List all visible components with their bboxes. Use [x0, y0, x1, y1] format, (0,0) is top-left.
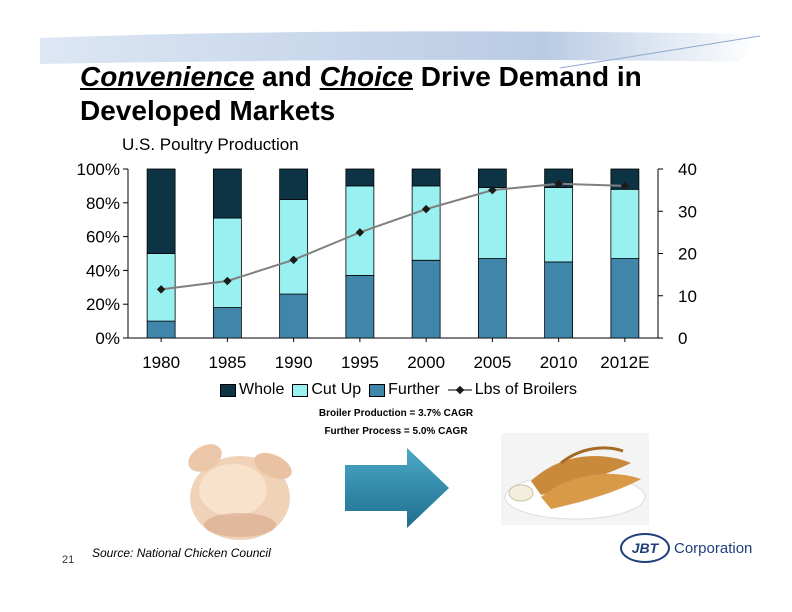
x-tick-label-1990: 1990 — [275, 353, 313, 372]
whole-chicken-image — [188, 444, 292, 540]
y-left-tick-label: 80% — [86, 194, 120, 213]
bar-further-2005 — [477, 258, 507, 339]
source-note: Source: National Chicken Council — [92, 546, 271, 560]
x-tick-label-2012e: 2012E — [600, 353, 649, 372]
bar-further-2000 — [411, 259, 441, 339]
tender-2 — [541, 473, 641, 509]
x-tick-label-2005: 2005 — [473, 353, 511, 372]
legend-label-further: Further — [388, 381, 440, 398]
x-tick-label-1995: 1995 — [341, 353, 379, 372]
jbt-logo: JBT Corporation — [620, 533, 752, 563]
jbt-logo-word: Corporation — [674, 539, 753, 557]
bar-further-2010 — [544, 261, 574, 339]
y-right-tick-label: 30 — [678, 202, 697, 221]
poultry-chart: 0% 20% 40% 60% 80% 100% 0 10 20 30 40 1980 1985 1990 1… — [77, 160, 697, 372]
cagr-broiler: Broiler Production = 3.7% CAGR — [318, 408, 474, 419]
bar-whole-1995 — [345, 168, 375, 187]
title-rest: Drive Demand in Developed Markets — [80, 61, 642, 126]
chicken-leg-right — [254, 452, 292, 480]
swoosh-band — [40, 31, 760, 65]
bar-further-1980 — [146, 320, 176, 339]
cagr-further: Further Process = 5.0% CAGR — [324, 426, 468, 437]
x-tick-label-1980: 1980 — [142, 353, 180, 372]
legend-swatch-whole — [220, 383, 236, 397]
swoosh-line — [559, 35, 761, 69]
point-lbs-of-broilers-1980 — [156, 285, 166, 294]
bar-further-1990 — [279, 293, 309, 339]
chart-legend: Whole Cut Up Further Lbs of Broilers — [220, 381, 585, 399]
chicken-breast — [199, 464, 267, 516]
bar-whole-1990 — [279, 168, 309, 200]
bar-whole-2005 — [477, 168, 507, 188]
chicken-leg-left — [188, 444, 222, 472]
legend-swatch-cut-up — [292, 383, 309, 397]
y-right-tick-label: 10 — [678, 287, 697, 306]
x-tick-label-2010: 2010 — [540, 353, 578, 372]
bar-further-1985 — [212, 307, 242, 339]
bar-whole-2000 — [411, 168, 441, 187]
bar-cut-up-2000 — [411, 185, 441, 261]
legend-label-broilers: Lbs of Broilers — [474, 381, 577, 398]
legend-item-further: Further — [369, 381, 440, 399]
jbt-logo-mark: JBT — [620, 533, 670, 563]
point-lbs-of-broilers-1995 — [355, 228, 365, 237]
bar-cut-up-2012e — [610, 188, 640, 259]
legend-line-marker-icon — [447, 385, 472, 395]
slide-number: 21 — [62, 554, 75, 566]
y-left-tick-label: 0% — [95, 329, 120, 348]
bar-further-2012e — [610, 258, 640, 339]
title-convenience: Convenience — [80, 61, 255, 92]
y-left-tick-label: 100% — [77, 160, 120, 179]
dip-cup — [508, 484, 534, 502]
y-left-tick-label: 20% — [86, 295, 120, 314]
chicken-tenders-image — [501, 433, 649, 525]
y-right-tick-label: 0 — [678, 329, 687, 348]
tender-1 — [531, 456, 631, 495]
y-left-tick-label: 40% — [86, 261, 120, 280]
x-tick-label-2000: 2000 — [407, 353, 445, 372]
point-lbs-of-broilers-1990 — [289, 255, 298, 265]
legend-label-cut-up: Cut Up — [311, 381, 362, 398]
chart-subtitle: U.S. Poultry Production — [122, 135, 299, 154]
line-lbs-of-broilers — [160, 182, 625, 291]
point-lbs-of-broilers-2000 — [421, 204, 431, 214]
bar-cut-up-2010 — [544, 187, 574, 263]
y-right-tick-label: 40 — [678, 160, 697, 179]
bar-whole-1985 — [212, 168, 242, 219]
y-right-tick-label: 20 — [678, 245, 697, 264]
title-and: and — [254, 61, 320, 92]
legend-label-whole: Whole — [239, 381, 285, 398]
tender-crust — [560, 446, 624, 465]
legend-item-broilers: Lbs of Broilers — [447, 381, 577, 399]
x-tick-label-1985: 1985 — [208, 353, 246, 372]
bar-cut-up-1985 — [212, 217, 242, 308]
y-left-tick-label: 60% — [86, 228, 120, 247]
page-title: Convenience and Choice Drive Demand in D… — [80, 60, 720, 128]
point-lbs-of-broilers-2005 — [488, 185, 497, 195]
bar-whole-1980 — [146, 168, 176, 254]
point-lbs-of-broilers-1985 — [223, 276, 232, 286]
bar-cut-up-1990 — [279, 199, 309, 295]
header-swoosh — [40, 31, 761, 69]
bar-further-1995 — [345, 275, 375, 339]
legend-item-cut-up: Cut Up — [292, 381, 361, 399]
chicken-shadow — [204, 513, 276, 537]
arrow-right-icon — [345, 448, 449, 528]
title-choice: Choice — [319, 61, 413, 92]
legend-item-whole: Whole — [220, 381, 284, 399]
legend-swatch-further — [369, 383, 386, 397]
bar-cut-up-2005 — [477, 187, 507, 259]
